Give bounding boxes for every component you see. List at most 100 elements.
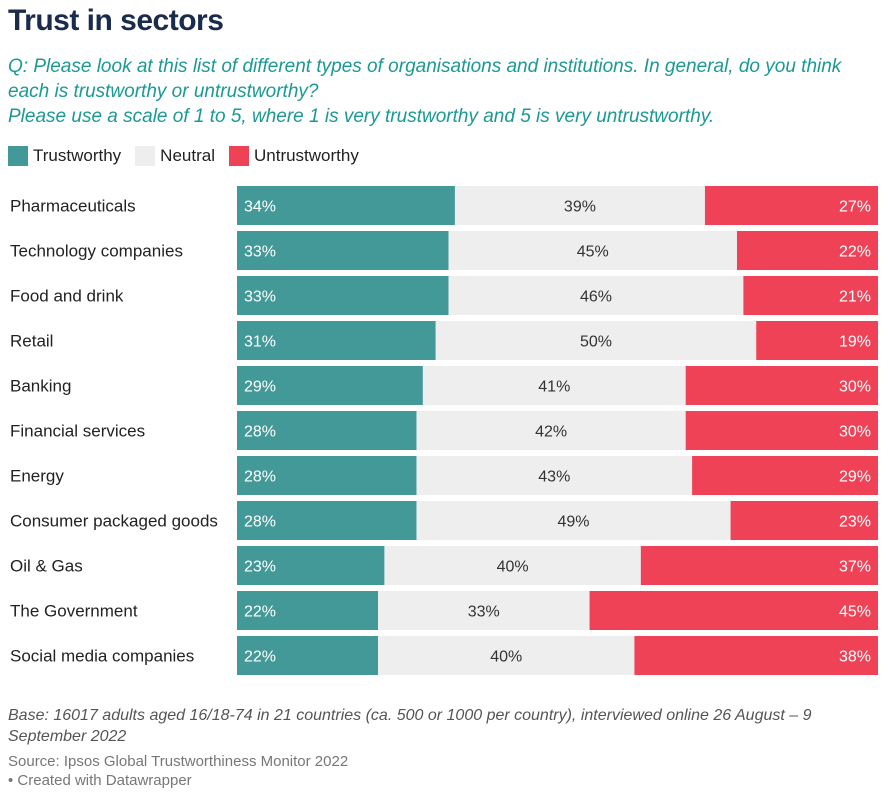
category-label: Pharmaceuticals <box>10 197 136 216</box>
subtitle-text: Q: Please look at this list of different… <box>8 56 842 127</box>
data-label-neutral: 39% <box>564 199 596 216</box>
data-label-neutral: 43% <box>538 469 570 486</box>
data-label-trustworthy: 33% <box>244 244 276 261</box>
data-label-untrustworthy: 37% <box>839 559 871 576</box>
data-label-untrustworthy: 27% <box>839 199 871 216</box>
bar-segment-untrustworthy <box>634 636 878 675</box>
source-text: Source: Ipsos Global Trustworthiness Mon… <box>8 753 349 770</box>
data-label-trustworthy: 29% <box>244 379 276 396</box>
bar-segment-untrustworthy <box>730 501 878 540</box>
data-label-untrustworthy: 30% <box>839 424 871 441</box>
legend-item-untrustworthy: Untrustworthy <box>228 146 359 166</box>
bar-segment-trustworthy <box>237 591 379 630</box>
bar-segment-untrustworthy <box>704 186 878 225</box>
bar-segment-neutral <box>435 321 757 360</box>
data-label-untrustworthy: 21% <box>839 289 871 306</box>
bar-row-financial-services: Financial services 28% 42% 30% <box>10 411 878 450</box>
data-label-trustworthy: 33% <box>244 289 276 306</box>
category-label: Energy <box>10 467 64 486</box>
data-label-untrustworthy: 19% <box>839 334 871 351</box>
category-label: Social media companies <box>10 647 194 666</box>
bar-segment-untrustworthy <box>736 231 878 270</box>
legend-swatch-trustworthy <box>8 146 28 166</box>
credit-text: • Created with Datawrapper <box>8 772 192 789</box>
bar-segment-untrustworthy <box>756 321 878 360</box>
bar-segment-trustworthy <box>237 231 449 270</box>
bar-row-retail: Retail 31% 50% 19% <box>10 321 878 360</box>
bar-row-oil-gas: Oil & Gas 23% 40% 37% <box>10 546 878 585</box>
data-label-trustworthy: 22% <box>244 604 276 621</box>
category-label: The Government <box>10 602 138 621</box>
bar-segment-trustworthy <box>237 411 417 450</box>
data-label-neutral: 41% <box>538 379 570 396</box>
bar-row-energy: Energy 28% 43% 29% <box>10 456 878 495</box>
category-label: Oil & Gas <box>10 557 83 576</box>
bar-row-technology-companies: Technology companies 33% 45% 22% <box>10 231 878 270</box>
data-label-neutral: 40% <box>497 559 529 576</box>
data-label-untrustworthy: 29% <box>839 469 871 486</box>
category-label: Technology companies <box>10 242 183 261</box>
footnote: Base: 16017 adults aged 16/18-74 in 21 c… <box>8 707 812 745</box>
legend-swatch-untrustworthy <box>228 146 249 166</box>
legend-label-neutral: Neutral <box>160 146 215 165</box>
data-label-untrustworthy: 38% <box>839 649 871 666</box>
bar-row-banking: Banking 29% 41% 30% <box>10 366 878 405</box>
bar-segment-neutral <box>422 366 686 405</box>
data-label-trustworthy: 28% <box>244 514 276 531</box>
bar-segment-untrustworthy <box>589 591 878 630</box>
bar-row-social-media-companies: Social media companies 22% 40% 38% <box>10 636 878 675</box>
legend: Trustworthy Neutral Untrustworthy <box>8 145 373 167</box>
category-label: Retail <box>10 332 53 351</box>
data-label-trustworthy: 34% <box>244 199 276 216</box>
legend-label-trustworthy: Trustworthy <box>33 146 122 165</box>
bar-segment-trustworthy <box>237 276 449 315</box>
bar-segment-neutral <box>416 411 686 450</box>
bar-segment-neutral <box>448 231 737 270</box>
bar-segment-trustworthy <box>237 636 379 675</box>
legend-item-trustworthy: Trustworthy <box>8 146 121 166</box>
data-label-neutral: 45% <box>577 244 609 261</box>
bar-segment-trustworthy <box>237 366 423 405</box>
bar-row-pharmaceuticals: Pharmaceuticals 34% 39% 27% <box>10 186 878 225</box>
data-label-neutral: 40% <box>490 649 522 666</box>
data-label-neutral: 33% <box>468 604 500 621</box>
legend-item-neutral: Neutral <box>135 146 215 166</box>
bar-segment-neutral <box>378 636 635 675</box>
bar-segment-neutral <box>416 456 693 495</box>
chart-subtitle: Q: Please look at this list of different… <box>8 54 878 129</box>
data-label-trustworthy: 28% <box>244 424 276 441</box>
bar-segment-untrustworthy <box>640 546 878 585</box>
data-label-neutral: 49% <box>558 514 590 531</box>
data-label-neutral: 50% <box>580 334 612 351</box>
bar-segment-neutral <box>454 186 705 225</box>
data-label-untrustworthy: 45% <box>839 604 871 621</box>
legend-label-untrustworthy: Untrustworthy <box>253 146 359 165</box>
bar-segment-trustworthy <box>237 501 417 540</box>
data-label-trustworthy: 31% <box>244 334 276 351</box>
data-label-untrustworthy: 23% <box>839 514 871 531</box>
bar-segment-untrustworthy <box>692 456 878 495</box>
category-label: Food and drink <box>10 287 124 306</box>
category-label: Consumer packaged goods <box>10 512 218 531</box>
bar-segment-neutral <box>378 591 590 630</box>
bar-segment-untrustworthy <box>685 366 878 405</box>
bar-row-consumer-packaged-goods: Consumer packaged goods 28% 49% 23% <box>10 501 878 540</box>
bar-row-the-government: The Government 22% 33% 45% <box>10 591 878 630</box>
bar-segment-neutral <box>416 501 731 540</box>
chart-title: Trust in sectors <box>8 4 224 37</box>
category-label: Financial services <box>10 422 145 441</box>
data-label-trustworthy: 23% <box>244 559 276 576</box>
bar-segment-trustworthy <box>237 456 417 495</box>
data-label-trustworthy: 22% <box>244 649 276 666</box>
category-label: Banking <box>10 377 71 396</box>
bar-segment-untrustworthy <box>743 276 878 315</box>
bar-segment-trustworthy <box>237 321 436 360</box>
source-block: Source: Ipsos Global Trustworthiness Mon… <box>8 752 348 790</box>
data-label-trustworthy: 28% <box>244 469 276 486</box>
legend-swatch-neutral <box>135 146 156 166</box>
bar-segment-neutral <box>384 546 641 585</box>
data-label-neutral: 42% <box>535 424 567 441</box>
bar-row-food-and-drink: Food and drink 33% 46% 21% <box>10 276 878 315</box>
bar-segment-untrustworthy <box>685 411 878 450</box>
bar-segment-neutral <box>448 276 744 315</box>
